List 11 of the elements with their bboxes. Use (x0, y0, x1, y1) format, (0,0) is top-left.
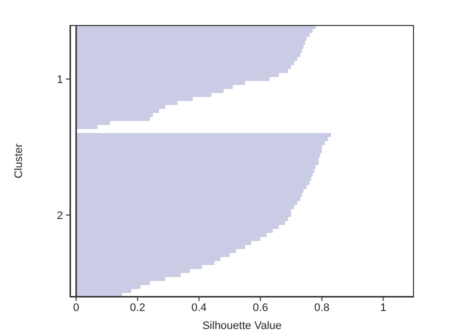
x-axis-title: Silhouette Value (202, 320, 282, 332)
x-tick-label: 0 (73, 302, 80, 314)
x-tick-label: 1 (380, 302, 386, 314)
x-tick-label: 0.4 (191, 302, 207, 314)
y-axis-title: Cluster (12, 143, 25, 178)
y-tick-label: 2 (56, 210, 63, 222)
x-tick-label: 0.8 (314, 302, 330, 314)
x-tick-label: 0.2 (130, 302, 146, 314)
bar (76, 133, 332, 137)
bar (76, 117, 150, 121)
x-tick-label: 0.6 (252, 302, 268, 314)
